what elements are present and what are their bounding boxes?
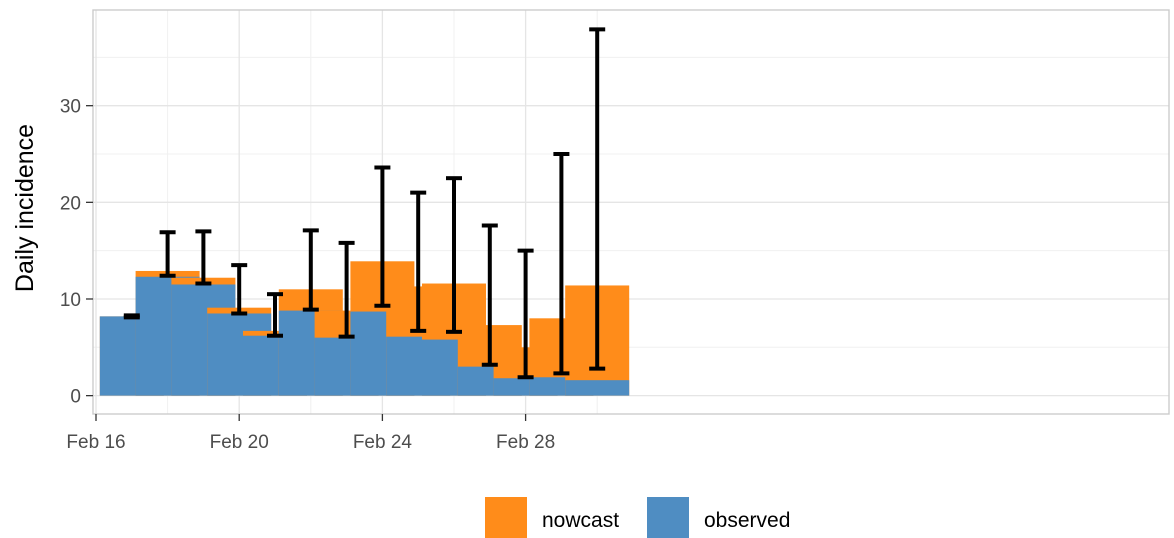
x-tick-label: Feb 16: [66, 432, 125, 453]
legend-swatch-nowcast: [485, 497, 527, 538]
axis-ticks: [86, 105, 527, 421]
error-bars: [123, 27, 606, 380]
legend-label-nowcast: nowcast: [542, 509, 619, 532]
y-axis-tick-labels: 0 10 20 30: [60, 97, 81, 408]
legend-swatch-observed: [647, 497, 689, 538]
y-tick-label: 10: [60, 290, 81, 311]
legend: nowcast observed: [485, 497, 790, 538]
x-axis-tick-labels: Feb 16 Feb 20 Feb 24 Feb 28: [66, 432, 555, 453]
y-axis-title: Daily incidence: [11, 124, 39, 292]
panel-border: [92, 9, 1170, 415]
x-tick-label: Feb 20: [210, 432, 269, 453]
y-tick-label: 20: [60, 193, 81, 214]
bars: [99, 261, 630, 396]
x-tick-label: Feb 24: [353, 432, 413, 453]
x-tick-label: Feb 28: [496, 432, 555, 453]
y-tick-label: 30: [60, 97, 81, 118]
legend-label-observed: observed: [704, 509, 790, 532]
observed-bar: [565, 380, 630, 396]
y-tick-label: 0: [70, 387, 81, 408]
major-gridlines: [93, 10, 1169, 414]
